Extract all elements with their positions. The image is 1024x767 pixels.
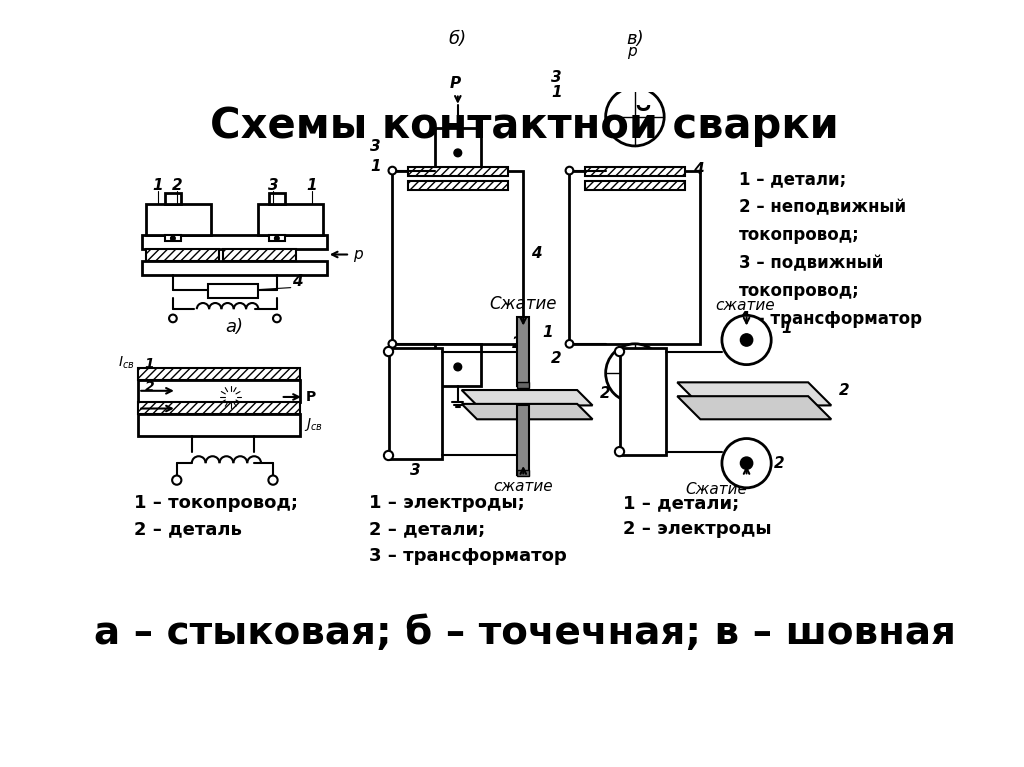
Text: 3: 3	[267, 178, 279, 193]
Circle shape	[722, 315, 771, 364]
Bar	[142, 261, 327, 275]
Text: 2: 2	[551, 351, 562, 366]
Bar	[258, 205, 323, 235]
Circle shape	[454, 149, 462, 156]
Bar	[585, 180, 685, 189]
Text: 1 – токопровод;
2 – деталь: 1 – токопровод; 2 – деталь	[134, 494, 298, 538]
Text: 3: 3	[371, 140, 381, 154]
Text: 4: 4	[692, 163, 703, 177]
Polygon shape	[462, 404, 593, 420]
Bar	[208, 284, 258, 298]
Circle shape	[454, 363, 462, 370]
Circle shape	[614, 347, 625, 356]
Bar	[138, 367, 300, 380]
Circle shape	[722, 439, 771, 488]
Text: 1: 1	[551, 85, 562, 100]
Bar	[517, 406, 529, 475]
Circle shape	[565, 166, 573, 174]
Bar	[435, 344, 481, 386]
Text: 2: 2	[773, 456, 784, 471]
Bar	[138, 380, 300, 402]
Text: 1 – электроды;
2 – детали;
3 – трансформатор: 1 – электроды; 2 – детали; 3 – трансформ…	[370, 494, 567, 565]
Bar	[517, 382, 529, 389]
Text: сжатие: сжатие	[716, 298, 775, 313]
Text: 1: 1	[781, 321, 792, 336]
Circle shape	[268, 476, 278, 485]
Text: б): б)	[449, 30, 467, 48]
Bar	[142, 235, 327, 249]
Bar	[146, 205, 211, 235]
Text: $J_{св}$: $J_{св}$	[304, 416, 323, 433]
Bar	[165, 235, 180, 242]
Text: Сжатие: Сжатие	[685, 482, 746, 498]
Text: P: P	[451, 76, 461, 91]
Text: 1: 1	[144, 357, 154, 370]
Bar	[585, 166, 685, 176]
Text: 4: 4	[292, 274, 303, 289]
Bar	[435, 128, 481, 170]
Circle shape	[740, 457, 753, 469]
Text: 2: 2	[171, 178, 182, 193]
Text: P: P	[306, 390, 316, 404]
Circle shape	[565, 340, 573, 347]
Text: 2: 2	[600, 387, 611, 401]
Bar	[269, 193, 285, 205]
Text: 1: 1	[371, 159, 381, 173]
Text: сжатие: сжатие	[494, 479, 553, 495]
Text: в): в)	[626, 30, 644, 48]
Circle shape	[605, 344, 665, 403]
Bar	[392, 170, 523, 344]
Bar	[223, 249, 296, 261]
Circle shape	[171, 236, 175, 241]
Text: а): а)	[225, 318, 244, 336]
Circle shape	[274, 236, 280, 241]
Bar	[269, 235, 285, 242]
Text: 4: 4	[531, 245, 542, 261]
Text: 2: 2	[839, 383, 850, 397]
Text: 2: 2	[512, 336, 522, 351]
Circle shape	[273, 314, 281, 322]
Bar	[517, 317, 529, 386]
Text: 1: 1	[543, 324, 553, 340]
Text: а – стыковая; б – точечная; в – шовная: а – стыковая; б – точечная; в – шовная	[94, 614, 955, 652]
Text: 3: 3	[411, 463, 421, 478]
Bar	[165, 193, 180, 205]
Bar	[408, 180, 508, 189]
Bar	[408, 166, 508, 176]
Text: 2: 2	[144, 380, 154, 394]
Polygon shape	[677, 397, 831, 420]
Text: Сжатие: Сжатие	[489, 295, 557, 313]
Bar	[146, 249, 219, 261]
Text: 1: 1	[306, 178, 316, 193]
Circle shape	[388, 340, 396, 347]
Text: $I_{св}$: $I_{св}$	[118, 354, 134, 370]
Bar	[138, 402, 300, 414]
Circle shape	[605, 87, 665, 146]
Polygon shape	[462, 390, 593, 406]
Bar	[569, 170, 700, 344]
Bar	[620, 347, 666, 456]
Circle shape	[614, 447, 625, 456]
Text: Схемы контактной сварки: Схемы контактной сварки	[210, 105, 840, 147]
Circle shape	[740, 334, 753, 346]
Circle shape	[172, 476, 181, 485]
Text: 3: 3	[551, 70, 562, 85]
Text: p: p	[628, 44, 637, 59]
Circle shape	[631, 369, 639, 377]
Text: 1 – детали;
2 – электроды: 1 – детали; 2 – электроды	[624, 494, 772, 538]
Bar	[388, 347, 442, 459]
Circle shape	[384, 347, 393, 356]
Text: 1: 1	[153, 178, 163, 193]
Polygon shape	[677, 382, 831, 406]
Bar	[517, 470, 529, 476]
Circle shape	[384, 451, 393, 460]
Bar	[138, 414, 300, 436]
Circle shape	[169, 314, 177, 322]
Circle shape	[388, 166, 396, 174]
Text: p: p	[353, 247, 362, 262]
Text: 1 – детали;
2 – неподвижный
токопровод;
3 – подвижный
токопровод;
4 – трансформа: 1 – детали; 2 – неподвижный токопровод; …	[739, 170, 922, 328]
